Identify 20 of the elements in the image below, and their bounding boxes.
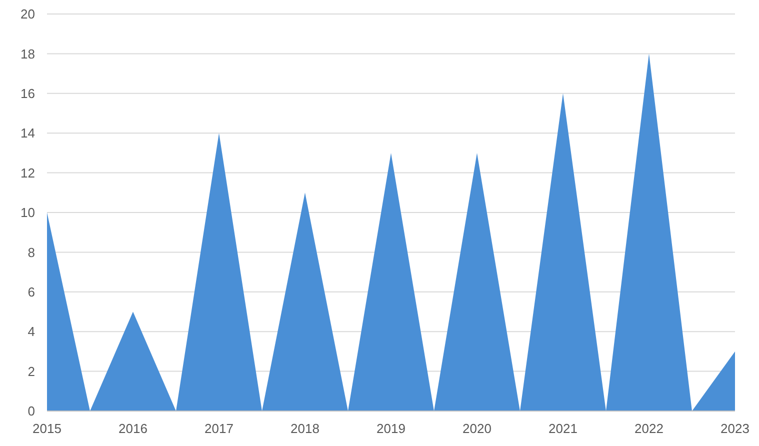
y-tick-label: 2 xyxy=(28,364,35,379)
y-tick-label: 14 xyxy=(20,126,35,141)
y-tick-label: 18 xyxy=(20,46,35,62)
y-tick-label: 4 xyxy=(28,324,35,340)
y-tick-label: 16 xyxy=(20,86,35,101)
y-tick-label: 12 xyxy=(20,165,35,180)
y-tick-label: 10 xyxy=(20,205,35,220)
x-tick-label: 2021 xyxy=(548,421,578,436)
x-tick-label: 2017 xyxy=(204,421,234,436)
y-tick-label: 20 xyxy=(20,6,35,22)
y-tick-label: 0 xyxy=(28,404,35,419)
x-tick-label: 2015 xyxy=(32,421,62,436)
y-tick-label: 6 xyxy=(28,284,35,300)
x-tick-label: 2019 xyxy=(376,421,406,436)
x-tick-label: 2020 xyxy=(462,421,492,436)
x-tick-label: 2018 xyxy=(290,421,320,436)
x-tick-label: 2022 xyxy=(634,421,664,436)
y-tick-label: 8 xyxy=(28,244,35,260)
x-tick-label: 2016 xyxy=(118,421,148,436)
x-tick-label: 2023 xyxy=(720,421,750,436)
